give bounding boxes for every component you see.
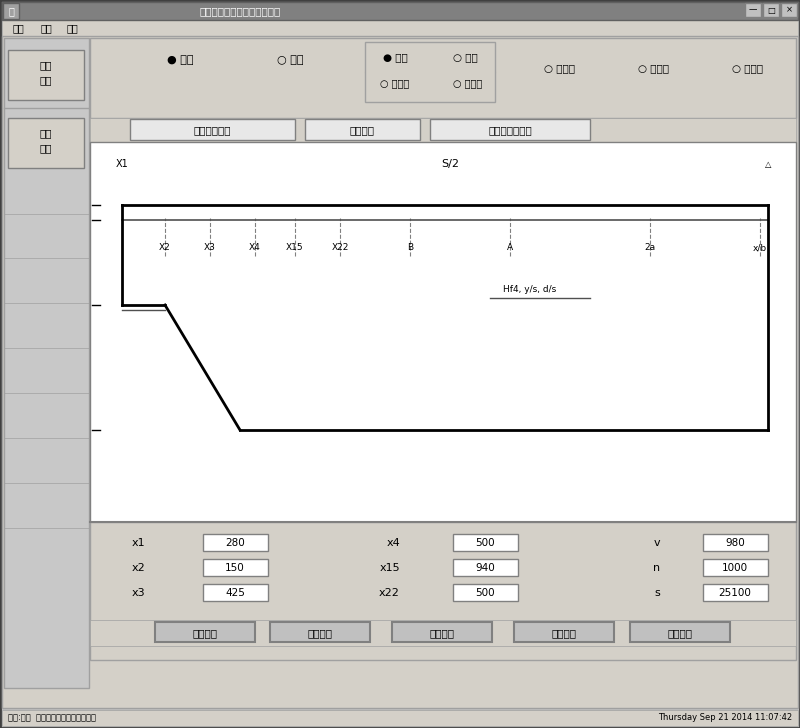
Bar	[453, 534, 518, 551]
Bar	[3, 3, 19, 19]
Text: ○ 插板式: ○ 插板式	[638, 63, 670, 73]
Text: Thursday Sep 21 2014 11:07:42: Thursday Sep 21 2014 11:07:42	[658, 713, 792, 722]
Text: 940: 940	[475, 563, 495, 573]
Text: x22: x22	[379, 588, 400, 598]
Bar	[392, 622, 492, 642]
Text: 150: 150	[225, 563, 245, 573]
Bar	[203, 584, 268, 601]
Text: 入库: 入库	[40, 60, 52, 70]
Text: n: n	[653, 563, 660, 573]
Text: Hf4, y/s, d/s: Hf4, y/s, d/s	[503, 285, 557, 295]
Text: ○ 八车轮: ○ 八车轮	[454, 78, 482, 88]
Text: —: —	[749, 6, 757, 15]
Text: 数据输出: 数据输出	[430, 628, 454, 638]
Text: 文件: 文件	[12, 23, 24, 33]
Text: x1: x1	[131, 538, 145, 548]
Bar	[763, 3, 779, 17]
Text: △: △	[765, 159, 771, 168]
Text: ○ 四车轮: ○ 四车轮	[380, 78, 410, 88]
Bar	[130, 119, 295, 140]
Bar	[90, 522, 796, 660]
Bar	[90, 38, 796, 118]
Bar	[4, 38, 89, 688]
Bar	[90, 142, 796, 522]
Text: X4: X4	[249, 243, 261, 253]
Text: ○ 箱梁: ○ 箱梁	[453, 52, 478, 62]
Bar	[8, 118, 84, 168]
Text: S/2: S/2	[441, 159, 459, 169]
Bar	[781, 3, 797, 17]
Bar	[630, 622, 730, 642]
Bar	[8, 50, 84, 100]
Bar	[703, 559, 768, 576]
Text: 八主梁参数化计算机建模系统: 八主梁参数化计算机建模系统	[200, 6, 282, 16]
Text: x4: x4	[386, 538, 400, 548]
Text: 280: 280	[225, 538, 245, 548]
Text: x3: x3	[131, 588, 145, 598]
Text: 划分: 划分	[40, 143, 52, 153]
Bar	[2, 2, 798, 20]
Bar	[203, 559, 268, 576]
Text: 选型: 选型	[40, 75, 52, 85]
Text: ● 中板: ● 中板	[382, 52, 407, 62]
Text: 打开文件: 打开文件	[193, 628, 218, 638]
Text: x/b: x/b	[753, 243, 767, 253]
Bar	[2, 20, 798, 36]
Text: 保存文件: 保存文件	[307, 628, 333, 638]
Bar	[90, 620, 796, 646]
Bar	[430, 119, 590, 140]
Text: 1000: 1000	[722, 563, 748, 573]
Text: 980: 980	[725, 538, 745, 548]
Text: 帮助: 帮助	[66, 23, 78, 33]
Text: X2: X2	[159, 243, 171, 253]
Text: 对象:颜色  主梁参数化计算机建模系统: 对象:颜色 主梁参数化计算机建模系统	[8, 713, 96, 722]
Bar	[90, 118, 796, 142]
Text: B: B	[407, 243, 413, 253]
Bar	[270, 622, 370, 642]
Text: 25100: 25100	[718, 588, 751, 598]
Text: 腹板尺寸: 腹板尺寸	[350, 125, 374, 135]
Text: 系统及其他尺寸: 系统及其他尺寸	[488, 125, 532, 135]
Bar	[703, 584, 768, 601]
Text: X15: X15	[286, 243, 304, 253]
Bar	[514, 622, 614, 642]
Bar	[745, 3, 761, 17]
Text: 425: 425	[225, 588, 245, 598]
Bar	[453, 559, 518, 576]
Text: 2a: 2a	[645, 243, 655, 253]
Bar	[305, 119, 420, 140]
Text: ○ 空腹: ○ 空腹	[277, 55, 303, 65]
Text: ○ 带框式: ○ 带框式	[545, 63, 575, 73]
Text: ×: ×	[786, 6, 793, 15]
Text: X22: X22	[331, 243, 349, 253]
Bar	[453, 584, 518, 601]
Text: 500: 500	[475, 588, 495, 598]
Bar	[2, 710, 798, 726]
Text: 主体结构尺寸: 主体结构尺寸	[194, 125, 230, 135]
Text: □: □	[767, 6, 775, 15]
Text: ○ 搁置式: ○ 搁置式	[733, 63, 763, 73]
Text: X1: X1	[116, 159, 128, 169]
Text: x15: x15	[379, 563, 400, 573]
Bar	[365, 42, 495, 102]
Text: x2: x2	[131, 563, 145, 573]
Text: X3: X3	[204, 243, 216, 253]
Text: 编辑: 编辑	[40, 23, 52, 33]
Text: 数据建模: 数据建模	[667, 628, 693, 638]
Text: v: v	[654, 538, 660, 548]
Text: 500: 500	[475, 538, 495, 548]
Bar	[155, 622, 255, 642]
Text: 网络: 网络	[40, 128, 52, 138]
Text: 开始建模: 开始建模	[551, 628, 577, 638]
Text: 八: 八	[8, 6, 14, 16]
Text: A: A	[507, 243, 513, 253]
Bar	[203, 534, 268, 551]
Bar	[703, 534, 768, 551]
Text: s: s	[654, 588, 660, 598]
Text: ● 实腹: ● 实腹	[166, 55, 194, 65]
